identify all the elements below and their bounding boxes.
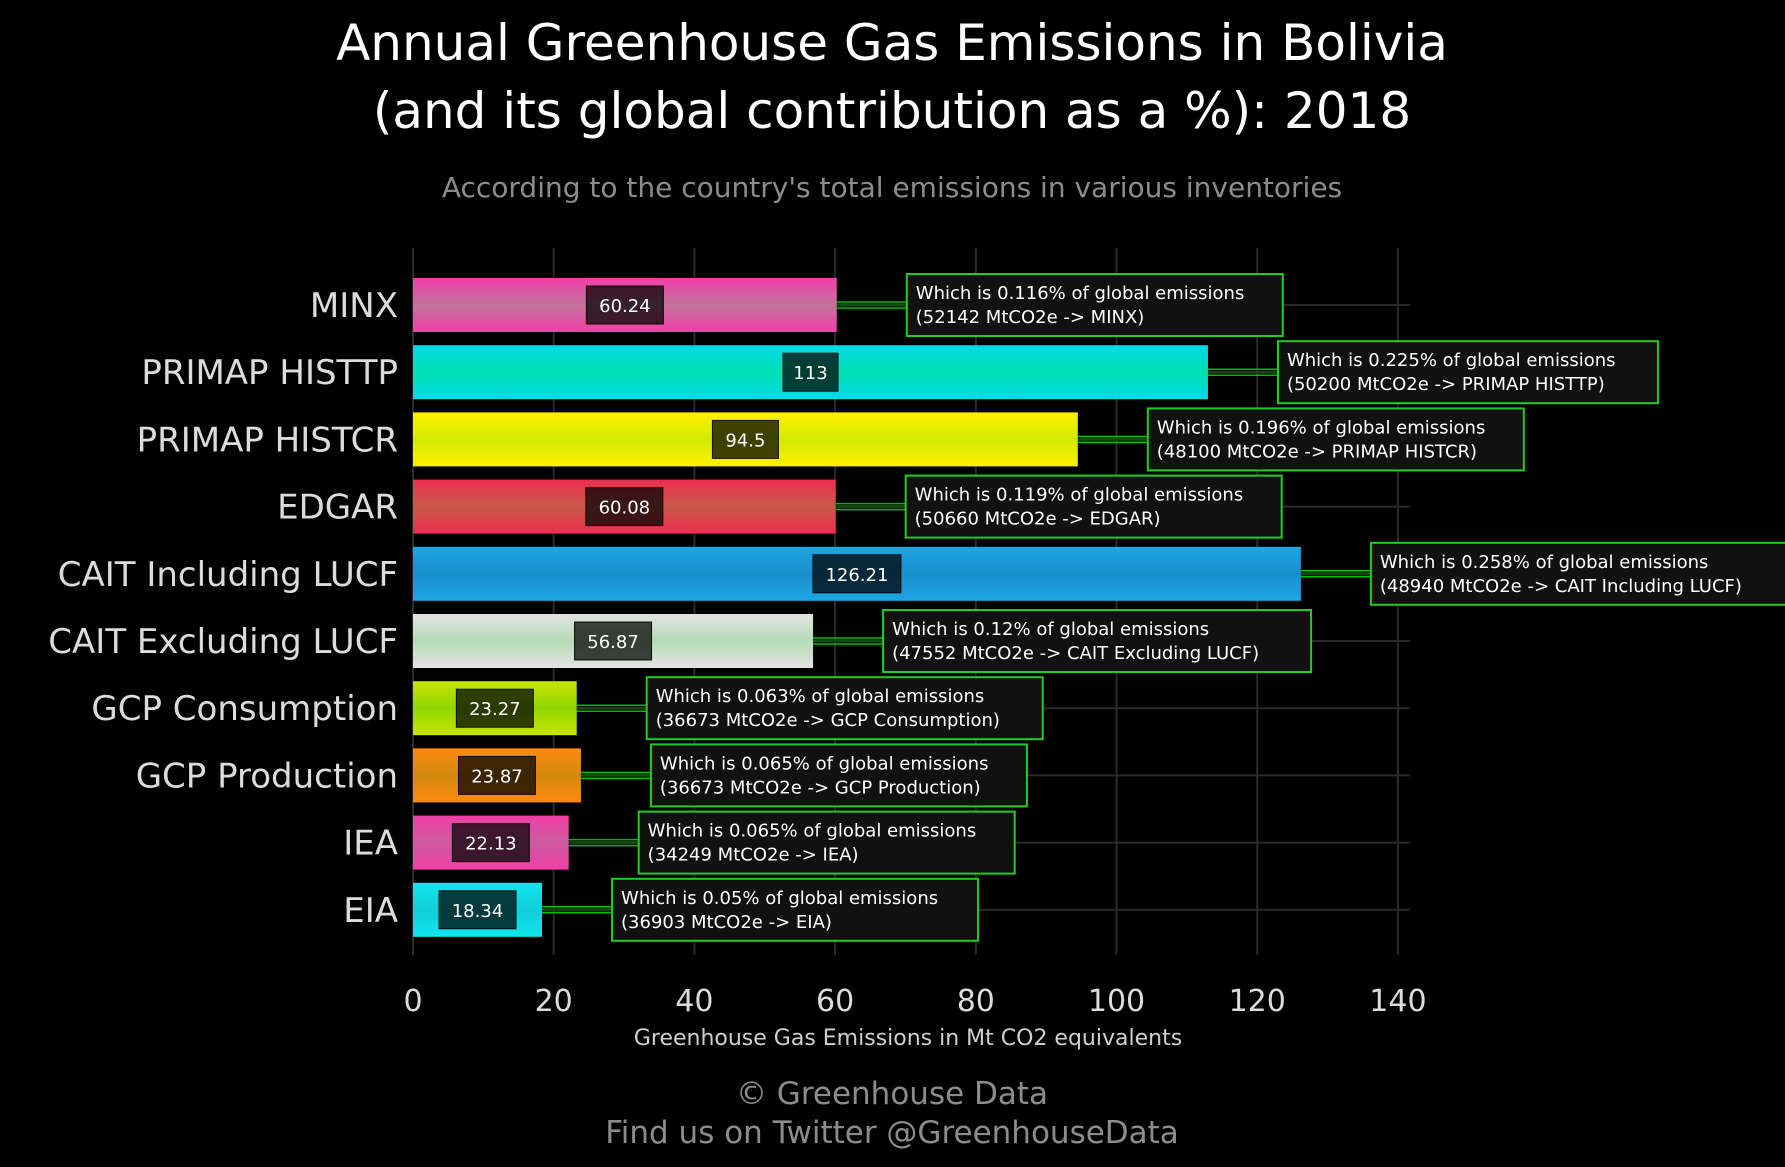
annotation-line1: Which is 0.116% of global emissions — [916, 283, 1245, 304]
value-label: 22.13 — [465, 834, 517, 855]
footer-copyright: © Greenhouse Data — [736, 1076, 1048, 1112]
annotation-line1: Which is 0.119% of global emissions — [915, 485, 1244, 506]
annotation-box — [611, 877, 980, 942]
value-label: 23.87 — [471, 766, 523, 787]
annotation-box — [1146, 407, 1525, 472]
annotation-connector — [836, 301, 907, 309]
category-label: IEA — [343, 824, 398, 864]
value-label: 94.5 — [725, 430, 765, 451]
annotation-connector — [542, 906, 613, 914]
value-label-box — [574, 621, 653, 661]
annotation-connector — [568, 838, 639, 847]
x-tick-label: 40 — [675, 984, 713, 1019]
category-label: GCP Production — [136, 756, 398, 796]
value-label: 60.08 — [599, 498, 651, 519]
category-label: GCP Consumption — [91, 689, 398, 729]
value-label: 56.87 — [587, 632, 639, 653]
value-label-box — [455, 688, 534, 728]
x-tick-label: 0 — [403, 984, 422, 1019]
x-tick-label: 80 — [957, 984, 995, 1019]
x-tick-label: 100 — [1088, 984, 1145, 1019]
x-axis-ticks: 0 20 40 60 80 100 120 140 — [403, 984, 1426, 1019]
annotation-line2: (36673 MtCO2e -> GCP Production) — [660, 777, 981, 798]
annotation-line1: Which is 0.225% of global emissions — [1287, 350, 1616, 371]
annotation-box — [905, 273, 1284, 337]
annotation-line1: Which is 0.12% of global emissions — [892, 619, 1209, 640]
annotation-connector — [580, 771, 651, 780]
footer-twitter: Find us on Twitter @GreenhouseData — [605, 1115, 1179, 1151]
category-label: EIA — [343, 891, 398, 931]
value-label: 60.24 — [599, 296, 651, 317]
chart-title-line1: Annual Greenhouse Gas Emissions in Boliv… — [336, 14, 1448, 72]
annotation-connector — [813, 637, 884, 645]
value-label-box — [438, 890, 517, 930]
annotation-box — [649, 743, 1028, 808]
category-label: CAIT Excluding LUCF — [48, 622, 398, 662]
category-label: PRIMAP HISTTP — [141, 353, 398, 393]
annotation-line1: Which is 0.063% of global emissions — [656, 686, 985, 707]
annotation-line2: (52142 MtCO2e -> MINX) — [916, 307, 1145, 328]
x-tick-label: 140 — [1369, 984, 1426, 1019]
x-tick-label: 120 — [1229, 984, 1286, 1019]
annotation-box — [904, 474, 1283, 539]
annotation-box — [637, 810, 1016, 875]
value-label-box — [451, 823, 530, 863]
value-label: 126.21 — [825, 565, 888, 586]
annotation-box — [1276, 340, 1659, 405]
annotation-line2: (34249 MtCO2e -> IEA) — [648, 845, 859, 866]
chart-subtitle: According to the country's total emissio… — [442, 171, 1342, 204]
annotation-line2: (36673 MtCO2e -> GCP Consumption) — [656, 710, 1000, 731]
annotation-connector — [835, 502, 906, 511]
value-label: 18.34 — [452, 901, 504, 922]
annotation-line2: (48940 MtCO2e -> CAIT Including LUCF) — [1380, 576, 1742, 597]
annotation-connector — [1300, 570, 1371, 578]
annotation-connector — [1077, 435, 1148, 444]
annotation-line2: (50200 MtCO2e -> PRIMAP HISTTP) — [1287, 374, 1605, 395]
value-label: 23.27 — [469, 699, 521, 720]
annotation-line1: Which is 0.05% of global emissions — [621, 888, 938, 909]
annotation-box — [645, 676, 1044, 741]
annotation-box — [1369, 541, 1785, 606]
bars: 60.24 113 94.5 60.08 126.21 56.87 23.27 23.87 22… — [413, 278, 1301, 937]
value-label: 113 — [793, 363, 827, 384]
annotation-line2: (36903 MtCO2e -> EIA) — [621, 912, 832, 933]
annotation-line1: Which is 0.065% of global emissions — [648, 821, 977, 842]
annotation-line1: Which is 0.196% of global emissions — [1157, 417, 1486, 438]
annotation-box — [882, 609, 1313, 673]
value-label-box — [585, 487, 664, 527]
value-label-box — [782, 352, 839, 392]
annotation-connector — [1207, 368, 1278, 376]
value-label-box — [585, 285, 664, 325]
annotation-line2: (48100 MtCO2e -> PRIMAP HISTCR) — [1157, 441, 1477, 462]
x-axis-title: Greenhouse Gas Emissions in Mt CO2 equiv… — [634, 1026, 1182, 1051]
value-label-box — [457, 755, 536, 795]
annotation-line2: (50660 MtCO2e -> EDGAR) — [915, 509, 1161, 530]
category-label: PRIMAP HISTCR — [137, 420, 398, 460]
annotations: Which is 0.116% of global emissions (5214… — [542, 273, 1785, 942]
category-label: EDGAR — [277, 488, 398, 528]
annotation-line1: Which is 0.258% of global emissions — [1380, 552, 1709, 573]
annotation-connector — [576, 704, 647, 712]
x-tick-label: 20 — [535, 984, 573, 1019]
category-labels: MINX PRIMAP HISTTP PRIMAP HISTCR EDGAR CAIT … — [48, 286, 398, 931]
annotation-line1: Which is 0.065% of global emissions — [660, 753, 989, 774]
x-tick-label: 60 — [816, 984, 854, 1019]
chart-title-line2: (and its global contribution as a %): 20… — [373, 82, 1411, 140]
annotation-line2: (47552 MtCO2e -> CAIT Excluding LUCF) — [892, 643, 1259, 664]
value-label-box — [711, 419, 779, 459]
value-label-box — [812, 554, 902, 594]
category-label: CAIT Including LUCF — [58, 555, 398, 595]
category-label: MINX — [310, 286, 398, 326]
